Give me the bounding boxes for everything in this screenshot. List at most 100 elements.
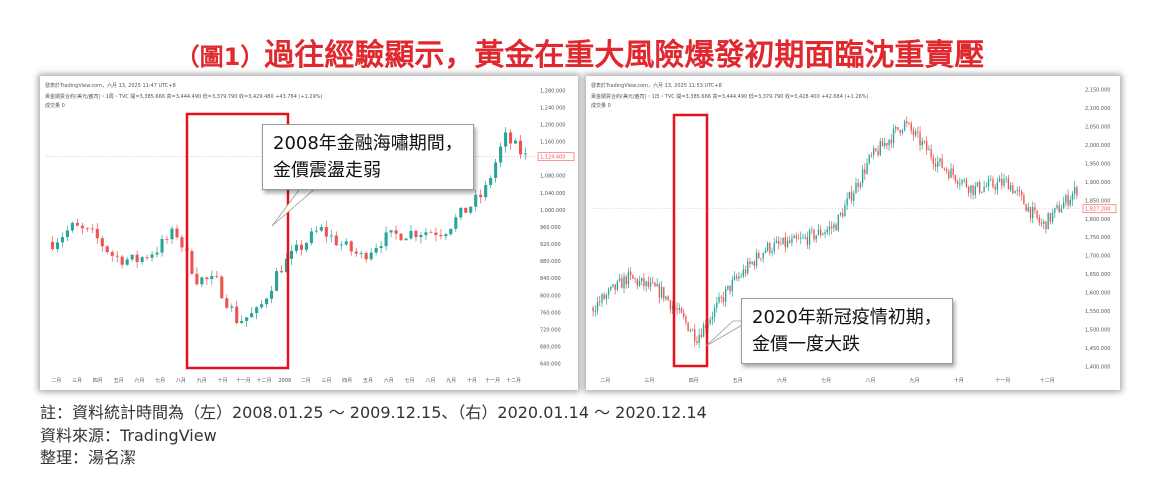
candle-body [749,261,751,264]
y-tick-label: 1,080.000 [540,174,565,180]
candle-body [145,257,149,258]
candle-body [835,224,837,231]
candle-body [1032,207,1034,219]
candle-body [409,230,413,239]
candle-body [981,191,983,193]
y-tick-label: 1,900.000 [1085,180,1110,186]
candle-body [309,231,313,244]
candle-body [729,285,731,292]
candle-body [647,281,650,287]
candle-body [963,179,965,181]
candle-body [607,289,610,295]
candle-body [956,181,959,185]
note-period: 註：資料統計時間為（左）2008.01.25 ～ 2009.12.15、（右）2… [40,403,707,422]
candle-body [200,277,204,285]
candle-body [994,186,996,190]
candle-body [479,194,483,198]
candle-body [819,229,822,236]
candle-body [881,141,884,147]
candle-body [802,237,804,239]
candle-body [299,244,303,250]
y-tick-label: 1,700.000 [1085,254,1110,260]
candle-body [941,158,943,168]
candle-body [612,284,614,287]
candle-body [758,252,760,259]
candle-body [359,252,363,254]
candle-body [509,132,513,144]
candle-body [842,213,844,217]
candle-body [140,257,144,263]
x-tick-label: 八月 [176,378,186,384]
candle-body [850,192,853,201]
candle-body [294,244,299,251]
candle-body [634,278,636,280]
candle-body [793,235,795,239]
y-tick-label: 920.000 [540,242,561,248]
note-source: 資料來源：TradingView [40,425,217,445]
y-tick-label: 1,040.000 [540,191,565,197]
candle-body [866,162,868,174]
candle-body [632,275,634,279]
candle-body [952,168,954,176]
candle-body [279,271,284,273]
candle-body [828,226,831,230]
candle-body [698,334,700,344]
candle-body [948,171,950,178]
candle-body [826,229,828,233]
x-tick-label: 十二月 [506,377,521,384]
candle-body [824,232,826,234]
x-tick-label: 九月 [197,377,207,384]
candle-body [419,235,423,238]
candle-body [175,228,179,238]
candle-body [55,242,60,249]
candle-body [912,130,915,136]
candle-body [996,182,999,190]
candle-body [324,226,328,237]
candle-body [694,329,696,342]
candle-body [374,247,378,253]
y-tick-label: 1,000.000 [540,208,565,214]
candle-body [170,228,174,240]
candle-body [815,235,817,240]
candle-body [150,254,154,258]
candle-body [641,278,643,282]
candle-body [75,222,79,226]
x-tick-label: 五月 [733,378,743,384]
right-annotation: 2020年新冠疫情初期， 金價一度大跌 [741,298,953,364]
candle-body [1016,190,1018,191]
candle-body [245,317,249,321]
candle-body [616,280,619,290]
price-label-box [537,152,575,162]
candle-body [489,177,493,185]
candle-body [459,207,463,218]
candle-body [304,243,308,250]
candle-body [596,301,599,312]
candle-body [1009,185,1012,190]
candle-body [270,290,274,299]
candle-body [1023,194,1025,205]
highlight-box [672,113,709,368]
candle-body [844,205,846,217]
candle-body [354,251,358,254]
candle-body [414,230,418,238]
x-tick-label: 十一月 [485,377,500,384]
callout-pointer [271,185,320,227]
candle-body [250,313,254,318]
note-editor: 整理：湯名潔 [40,448,137,467]
y-tick-label: 1,950.000 [1085,161,1110,167]
candle-body [766,243,769,251]
candle-body [689,330,691,332]
x-tick-label: 八月 [425,378,435,384]
candle-body [722,297,725,302]
candle-body [1065,195,1067,203]
candle-body [210,275,214,280]
candle-body [720,296,722,298]
candle-body [853,193,855,201]
candle-body [289,250,294,259]
x-tick-label: 2009 [278,378,291,384]
candle-body [888,139,890,146]
candle-body [1025,204,1027,212]
candle-body [484,184,488,198]
candle-body [1043,221,1045,224]
candle-body [919,132,921,146]
